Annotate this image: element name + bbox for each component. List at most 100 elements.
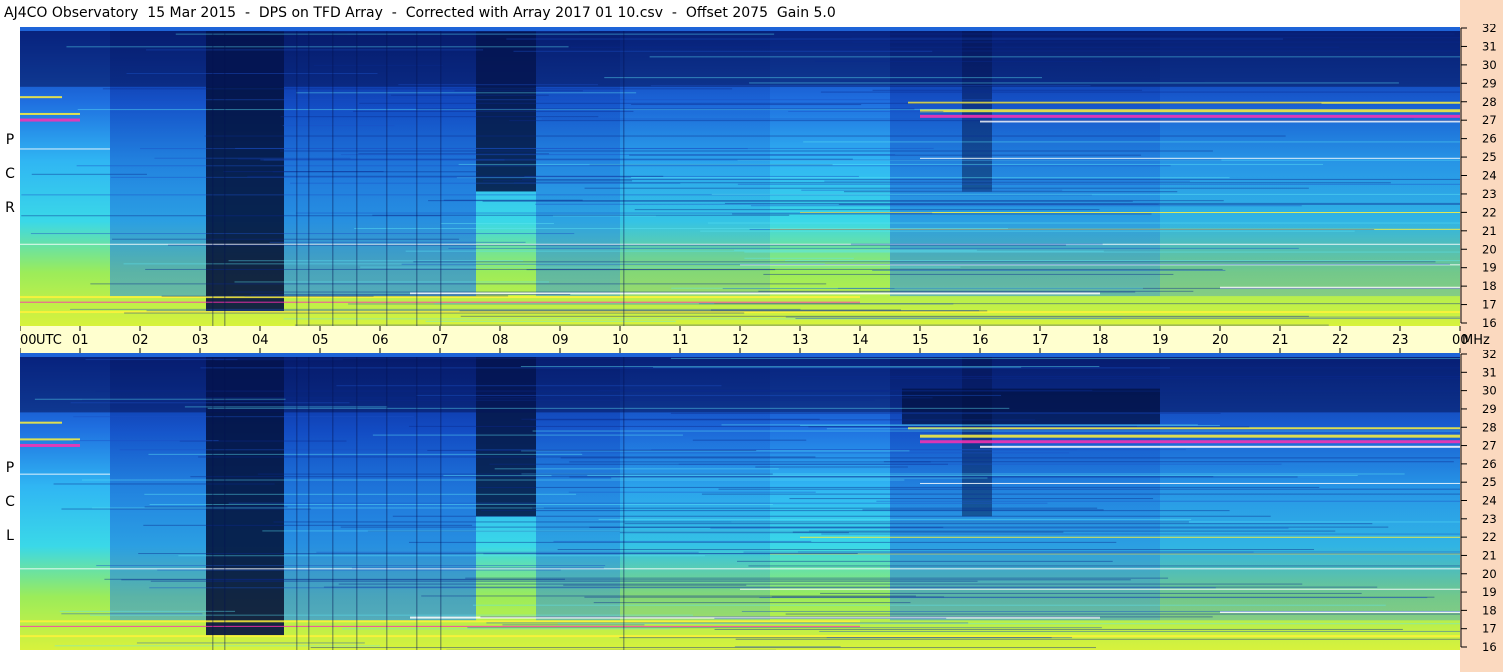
texture-line xyxy=(30,233,575,235)
texture-line xyxy=(336,385,722,387)
texture-line xyxy=(843,191,1178,193)
texture-line xyxy=(502,624,645,626)
texture-line xyxy=(732,213,1152,215)
texture-line xyxy=(175,33,775,35)
texture-line xyxy=(553,540,812,542)
lcp-label-l: L xyxy=(6,528,14,544)
frequency-tick-label: 30 xyxy=(1482,58,1497,72)
frequency-tick-label: 32 xyxy=(1482,24,1497,35)
texture-line xyxy=(653,366,1022,368)
texture-line xyxy=(110,176,632,178)
frequency-tick-label: 26 xyxy=(1482,132,1497,146)
texture-line xyxy=(405,250,1104,252)
texture-line xyxy=(649,56,1460,58)
texture-line xyxy=(82,399,875,401)
texture-line xyxy=(821,533,1460,535)
texture-line xyxy=(521,178,1460,180)
texture-line xyxy=(76,165,1171,167)
texture-line xyxy=(443,475,552,477)
vertical-artifact xyxy=(416,353,418,650)
texture-line xyxy=(560,457,1460,459)
texture-line xyxy=(744,251,1460,253)
texture-line xyxy=(483,180,633,182)
texture-line xyxy=(711,193,1460,195)
frequency-tick-label: 28 xyxy=(1482,95,1497,109)
texture-line xyxy=(102,88,733,90)
rcp-frequency-axis: 32 31 30 29 28 27 26 25 24 23 22 21 20 19 18 17 16 xyxy=(1460,24,1497,330)
interference-streak xyxy=(20,311,1460,314)
texture-line xyxy=(53,483,275,485)
time-tick-label: 18 xyxy=(1092,333,1109,348)
texture-line xyxy=(280,116,599,118)
texture-line xyxy=(734,646,841,648)
texture-line xyxy=(232,291,1136,293)
texture-line xyxy=(808,426,1250,428)
texture-line xyxy=(372,214,790,216)
texture-line xyxy=(244,295,509,297)
texture-line xyxy=(795,318,1460,320)
texture-line xyxy=(593,602,911,604)
texture-line xyxy=(670,412,1221,414)
texture-line xyxy=(90,283,827,285)
texture-line xyxy=(521,473,1405,475)
texture-line xyxy=(483,553,1460,555)
texture-line xyxy=(73,440,219,442)
time-tick-label: 15 xyxy=(912,333,929,348)
texture-line xyxy=(313,64,444,66)
texture-line xyxy=(200,367,1170,369)
texture-line xyxy=(788,110,944,112)
texture-line xyxy=(440,223,554,225)
texture-line xyxy=(671,287,1143,289)
vertical-artifact xyxy=(440,353,442,650)
texture-line xyxy=(513,182,1391,184)
texture-line xyxy=(506,38,1284,40)
texture-line xyxy=(73,416,414,418)
interference-streak xyxy=(920,114,1460,118)
texture-line xyxy=(611,477,988,479)
lcp-label-c: C xyxy=(5,494,15,510)
texture-line xyxy=(269,241,526,243)
texture-line xyxy=(721,424,1198,426)
frequency-tick-label: 25 xyxy=(1482,150,1497,164)
texture-line xyxy=(465,577,1169,579)
texture-line xyxy=(247,175,664,177)
texture-line xyxy=(744,257,854,259)
texture-line xyxy=(570,46,1340,48)
time-tick-label: 02 xyxy=(132,333,149,348)
interference-streak xyxy=(908,101,1460,104)
texture-line xyxy=(146,310,980,312)
texture-line xyxy=(763,273,1174,275)
time-tick-label: 16 xyxy=(972,333,989,348)
texture-line xyxy=(408,425,1137,427)
frequency-tick-label: 22 xyxy=(1482,205,1497,219)
texture-line xyxy=(228,260,524,262)
time-tick-label: 09 xyxy=(552,333,569,348)
texture-line xyxy=(862,509,1104,511)
texture-line xyxy=(700,230,1355,232)
texture-line xyxy=(123,263,825,265)
texture-line xyxy=(273,521,1189,523)
texture-line xyxy=(521,418,820,420)
texture-line xyxy=(149,503,773,505)
texture-line xyxy=(456,177,1230,179)
texture-line xyxy=(272,171,479,173)
interference-streak xyxy=(20,301,860,303)
frequency-tick-label: 27 xyxy=(1482,439,1497,453)
texture-line xyxy=(557,623,1460,625)
texture-line xyxy=(154,157,351,159)
texture-line xyxy=(96,565,606,567)
texture-line xyxy=(587,474,1358,476)
texture-line xyxy=(180,357,933,359)
texture-line xyxy=(589,164,833,166)
texture-line xyxy=(741,610,1460,612)
lcp-spectrogram-plot xyxy=(20,353,1460,650)
lcp-frequency-axis: 32 31 30 29 28 27 26 25 24 23 22 21 20 19 18 17 16 xyxy=(1460,350,1497,654)
texture-line xyxy=(803,141,1460,143)
interference-streak xyxy=(20,443,80,447)
texture-line xyxy=(237,158,853,160)
texture-line xyxy=(482,200,1133,202)
time-tick-label: 13 xyxy=(792,333,809,348)
texture-line xyxy=(77,109,994,111)
time-tick-label: 17 xyxy=(1032,333,1049,348)
texture-line xyxy=(589,526,944,528)
